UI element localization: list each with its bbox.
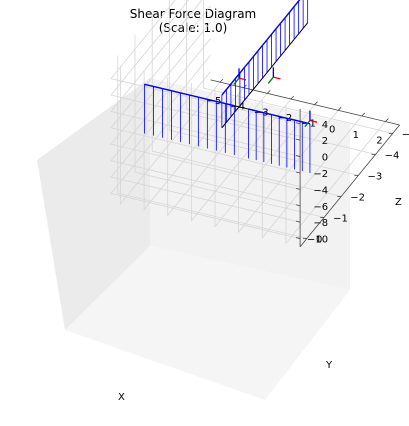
x-tick-mark-0 bbox=[219, 78, 224, 83]
z-axis-label: Z bbox=[395, 197, 402, 208]
y-tick-label-3: −3 bbox=[367, 171, 382, 182]
x-axis-label: X bbox=[118, 392, 125, 403]
x-tick-mark-7 bbox=[385, 118, 389, 122]
z-gridline-1 bbox=[110, 0, 301, 141]
z-tick-label-0: 4 bbox=[322, 120, 328, 131]
z-tick-label-3: −2 bbox=[313, 169, 328, 180]
y-tick-label-5: −5 bbox=[402, 129, 409, 140]
triad-2-y bbox=[304, 120, 311, 128]
x-gridline-3 bbox=[190, 83, 292, 222]
x-tick-label-0: −5 bbox=[207, 96, 222, 107]
shear-x-right-outline bbox=[248, 108, 311, 125]
z-tick-label-2: 0 bbox=[322, 153, 328, 164]
y-gridline-0 bbox=[117, 55, 308, 239]
x-tick-mark-3 bbox=[290, 95, 295, 100]
x-gridline-6 bbox=[261, 100, 363, 239]
y-gridline-4 bbox=[186, 0, 376, 155]
triad-1-y bbox=[267, 76, 274, 84]
x-tick-mark-6 bbox=[361, 112, 366, 117]
y-tick-labels: 0−1−2−3−4−5 bbox=[302, 129, 409, 245]
z-tick-mark-3 bbox=[296, 171, 301, 174]
z-tick-label-5: −6 bbox=[313, 202, 328, 213]
triad-2-x bbox=[309, 119, 318, 123]
z-tick-label-7: −10 bbox=[307, 235, 328, 246]
shear-x-left-outline bbox=[144, 83, 235, 107]
z-gridline-7 bbox=[110, 71, 301, 239]
y-gridline-5 bbox=[203, 0, 393, 134]
x-tick-mark-5 bbox=[337, 107, 342, 111]
x-tick-label-1: −4 bbox=[230, 102, 245, 113]
x-gridline-0 bbox=[120, 66, 221, 206]
coordinate-triads bbox=[233, 67, 318, 128]
z-gridline-6 bbox=[110, 54, 301, 223]
shear-y-outline bbox=[221, 0, 301, 96]
chart-title: Shear Force Diagram bbox=[130, 7, 257, 21]
x-tick-mark-2 bbox=[266, 90, 271, 94]
floor-pane bbox=[65, 246, 350, 400]
z-gridline-2 bbox=[110, 0, 301, 157]
z-gridline-4 bbox=[110, 22, 301, 190]
z-tick-mark-7 bbox=[296, 237, 301, 239]
z-tick-mark-2 bbox=[296, 155, 301, 157]
z-tick-mark-4 bbox=[296, 187, 301, 190]
y-tick-label-0: 0 bbox=[316, 234, 322, 245]
axis-edges bbox=[210, 79, 400, 248]
z-tick-labels: 4 2 0 −2 −4 −6 −8 −10 bbox=[296, 120, 328, 246]
shear-diagram bbox=[144, 0, 311, 173]
x-gridline-4 bbox=[214, 88, 315, 228]
z-tick-mark-0 bbox=[296, 122, 301, 125]
z-tick-label-1: 2 bbox=[322, 136, 328, 147]
y-gridline-1 bbox=[134, 34, 325, 218]
x-tick-label-7: 2 bbox=[376, 136, 382, 147]
z-tick-label-4: −4 bbox=[313, 185, 328, 196]
y-gridline-2 bbox=[151, 13, 342, 197]
y-gridline-3 bbox=[168, 0, 359, 176]
triad-0-x bbox=[238, 77, 247, 81]
x-gridline-5 bbox=[238, 94, 339, 234]
z-tick-mark-6 bbox=[296, 220, 301, 223]
x-axis-line bbox=[210, 79, 400, 126]
y-tick-label-2: −2 bbox=[350, 192, 365, 203]
z-gridline-3 bbox=[110, 5, 301, 174]
grid-lines bbox=[110, 0, 393, 245]
z-tick-label-6: −8 bbox=[313, 218, 328, 229]
y-tick-label-1: −1 bbox=[333, 213, 348, 224]
left-pane bbox=[37, 78, 150, 330]
x-tick-mark-4 bbox=[314, 101, 318, 105]
z-tick-mark-5 bbox=[296, 204, 301, 207]
triad-0-y bbox=[233, 77, 240, 85]
y-axis-label: Y bbox=[325, 360, 333, 371]
triad-1-x bbox=[273, 76, 281, 80]
x-gridline-7 bbox=[285, 105, 386, 245]
member-line-1 bbox=[221, 22, 309, 129]
y-axis-line bbox=[299, 124, 400, 248]
z-gridline-5 bbox=[110, 38, 301, 207]
x-tick-label-5: 0 bbox=[329, 124, 335, 135]
y-tick-label-4: −4 bbox=[385, 150, 400, 161]
x-tick-label-6: 1 bbox=[353, 130, 359, 141]
z-tick-mark-1 bbox=[296, 138, 301, 141]
